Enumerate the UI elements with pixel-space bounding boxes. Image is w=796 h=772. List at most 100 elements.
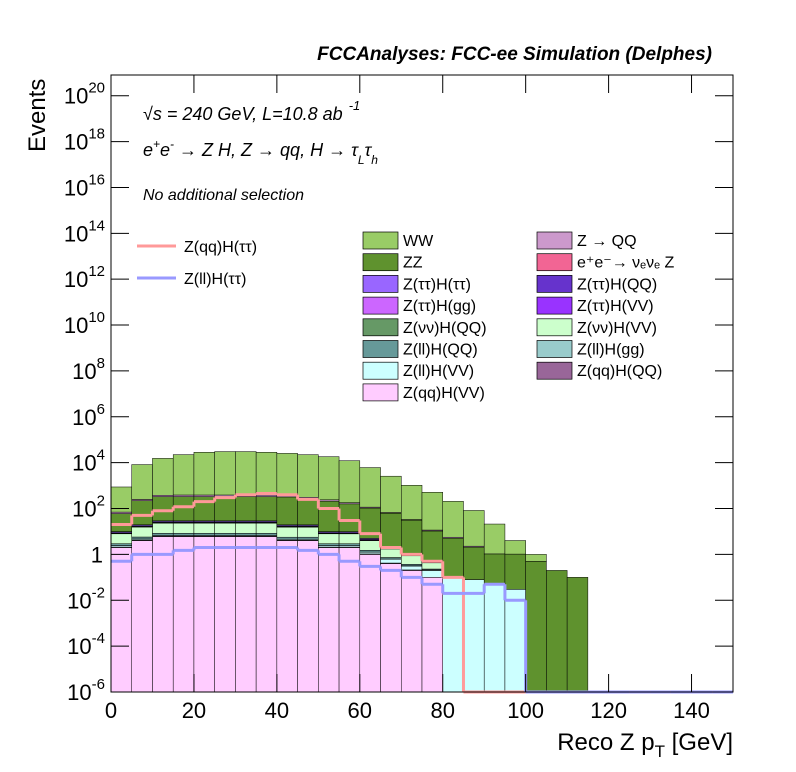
y-tick-base: 10 <box>64 221 88 246</box>
histogram-bar <box>359 467 381 508</box>
histogram-bar <box>131 536 153 540</box>
histogram-bar <box>421 492 443 531</box>
legend-label: Z(ττ)H(QQ) <box>577 276 657 293</box>
annotation-sup: + <box>153 137 160 151</box>
histogram-bar <box>359 540 381 551</box>
histogram-bar <box>131 500 153 526</box>
histogram-bar <box>235 536 257 693</box>
legend-swatch <box>362 383 399 402</box>
y-tick-exp: 20 <box>88 80 105 97</box>
y-tick-base: 10 <box>64 130 88 155</box>
histogram-bar <box>338 503 361 532</box>
x-label-sub: T <box>655 742 665 761</box>
histogram-bar <box>172 454 195 496</box>
y-tick-base: 10 <box>64 267 88 292</box>
annotation-text: e <box>143 140 153 160</box>
y-tick-label: 108 <box>72 355 105 384</box>
histogram-bar <box>172 496 195 522</box>
annotation: √s = 240 GeV, L=10.8 ab -1 <box>143 98 360 124</box>
y-tick-exp: -2 <box>92 584 105 601</box>
legend-swatch <box>362 231 399 250</box>
frame <box>110 74 734 693</box>
histogram-bar <box>525 561 547 693</box>
histogram-bar <box>421 577 443 693</box>
legend-swatch <box>536 253 573 272</box>
annotation-text: e <box>160 140 170 160</box>
histogram-bar <box>276 536 298 540</box>
histogram-bar <box>152 536 174 693</box>
histogram-bar <box>255 536 278 693</box>
histogram-bar <box>172 494 195 497</box>
histogram-bar <box>401 519 423 555</box>
histogram-bar <box>380 548 402 558</box>
y-tick-exp: 2 <box>97 493 105 510</box>
histogram-bar <box>131 526 153 538</box>
y-tick-exp: -4 <box>92 630 105 647</box>
legend-swatch <box>536 361 573 380</box>
histogram-bar <box>380 513 402 548</box>
legend-swatch <box>362 361 399 380</box>
y-tick-exp: 12 <box>88 263 105 280</box>
histogram-bar <box>359 551 381 555</box>
histogram-bar <box>110 533 132 544</box>
y-tick-exp: 18 <box>88 126 105 143</box>
legend-swatch <box>362 296 399 315</box>
histogram-bar <box>193 533 215 536</box>
y-tick-base: 10 <box>72 359 96 384</box>
legend-label: Z(ll)H(QQ) <box>403 342 478 359</box>
histogram-bar <box>110 547 132 693</box>
y-tick-label: 1020 <box>64 80 105 109</box>
histogram-bar <box>110 513 132 532</box>
histogram-bar <box>380 563 402 693</box>
y-tick-label: 104 <box>72 447 105 476</box>
x-label-text: Reco Z p <box>557 729 654 756</box>
histogram-bar <box>152 496 174 522</box>
legend-swatch <box>362 318 399 337</box>
y-tick-base: 10 <box>64 175 88 200</box>
histogram-bar <box>380 475 402 513</box>
histogram-bar <box>214 496 236 522</box>
y-tick-label: 1014 <box>64 217 105 246</box>
histogram-bar <box>297 454 319 498</box>
x-tick-label: 20 <box>182 698 206 723</box>
y-tick-exp: 14 <box>88 217 105 234</box>
x-tick-label: 60 <box>348 698 372 723</box>
y-tick-label: 1010 <box>64 309 105 338</box>
histogram-bar <box>483 553 506 585</box>
chart-title: FCCAnalyses: FCC-ee Simulation (Delphes) <box>317 44 712 65</box>
histogram-bar <box>338 543 361 546</box>
y-tick-label: 1 <box>91 542 103 567</box>
legend-label: Z(ττ)H(ττ) <box>403 276 471 293</box>
histogram-bar <box>152 522 174 534</box>
histogram-bar <box>235 451 257 496</box>
histogram-bar <box>297 498 319 526</box>
legend-label: Z(ll)H(gg) <box>577 342 645 359</box>
y-tick-exp: -6 <box>92 676 105 693</box>
histogram-bar <box>276 526 298 538</box>
legend-label: e⁺e⁻→ νₑνₑ Z <box>577 255 674 272</box>
y-tick-exp: 4 <box>97 447 105 464</box>
histogram-bar <box>504 589 526 693</box>
annotation-sub: L <box>358 153 365 167</box>
histogram-bar <box>442 501 464 538</box>
histogram-bar <box>110 543 132 546</box>
histogram-bar <box>566 577 589 693</box>
legend-swatch <box>536 318 573 337</box>
x-tick-label: 100 <box>507 698 544 723</box>
y-tick-exp: 10 <box>88 309 105 326</box>
histogram-bar <box>235 533 257 536</box>
histogram-bar <box>193 522 215 534</box>
histogram-bar <box>276 453 298 496</box>
histogram-bar <box>421 530 443 562</box>
legend-swatch <box>362 275 399 293</box>
legend-swatch <box>362 340 399 358</box>
legend-label: Z(ττ)H(VV) <box>577 298 654 315</box>
histogram-bar <box>214 522 236 534</box>
histogram-bar <box>193 494 215 497</box>
histogram-bar <box>401 565 423 571</box>
histogram-bar <box>214 536 236 693</box>
y-tick-base: 10 <box>64 313 88 338</box>
legend: Z(qq)H(ττ) Z(ll)H(ττ) WW Z → QQ ZZ e⁺e⁻→ νₑνₑ… <box>137 231 674 402</box>
histogram-bar <box>401 555 423 565</box>
histogram-bar <box>235 496 257 522</box>
